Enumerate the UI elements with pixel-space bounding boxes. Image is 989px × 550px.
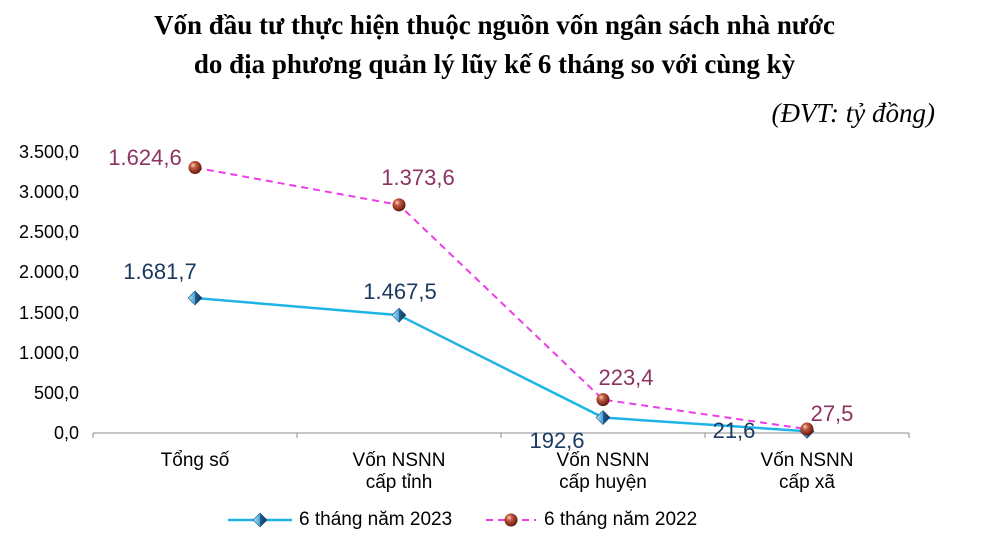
series-1-data-label: 1.681,7 [123, 258, 197, 284]
legend-marks [228, 512, 536, 528]
chart-title-line-2: do địa phương quản lý lũy kế 6 tháng so … [193, 49, 796, 79]
x-category-label: Vốn NSNN cấp huyện [556, 450, 650, 493]
series-1-point [187, 290, 203, 306]
y-tick-label: 2.000,0 [18, 262, 79, 283]
series-1-data-label: 1.467,5 [363, 279, 437, 305]
series-2-point [800, 422, 814, 436]
y-tick-label: 500,0 [33, 382, 79, 403]
x-axis [92, 432, 910, 438]
series-1-data-label: 192,6 [529, 427, 585, 453]
series-2-data-label: 1.373,6 [381, 164, 455, 190]
series-1-point [391, 307, 407, 323]
unit-label: (ĐVT: tỷ đồng) [771, 98, 935, 128]
series-2-line [194, 166, 808, 431]
y-tick-label: 1.500,0 [18, 302, 79, 323]
legend-series-2-label: 6 tháng năm 2022 [544, 509, 698, 530]
series-1-point [595, 410, 611, 425]
series-layer [187, 161, 815, 439]
series-2 [188, 161, 814, 436]
series-2-point [392, 198, 406, 212]
series-2-point [188, 161, 202, 175]
series-2-point [596, 393, 610, 407]
legend-series-1-marker [252, 512, 268, 528]
y-tick-label: 3.500,0 [18, 142, 79, 162]
series-2-data-label: 1.624,6 [108, 144, 182, 170]
x-category-label: Tổng số [160, 450, 230, 471]
x-category-label: Vốn NSNN cấp xã [760, 450, 854, 493]
y-tick-label: 0,0 [53, 423, 79, 443]
series-1-line [194, 296, 808, 433]
legend-series-1-label: 6 tháng năm 2023 [299, 509, 453, 530]
series-1 [187, 290, 815, 439]
series-2-data-label: 27,5 [810, 401, 854, 427]
legend-series-2-marker [504, 513, 518, 527]
series-2-data-label: 223,4 [598, 364, 654, 390]
y-tick-label: 2.500,0 [18, 222, 79, 243]
chart-title: Vốn đầu tư thực hiện thuộc nguồn vốn ngâ… [0, 6, 989, 84]
series-1-data-label: 21,6 [712, 418, 756, 444]
chart-title-line-1: Vốn đầu tư thực hiện thuộc nguồn vốn ngâ… [154, 10, 835, 40]
y-tick-label: 1.000,0 [18, 342, 79, 363]
y-tick-label: 3.000,0 [18, 182, 79, 203]
x-category-label: Vốn NSNN cấp tỉnh [352, 450, 446, 493]
